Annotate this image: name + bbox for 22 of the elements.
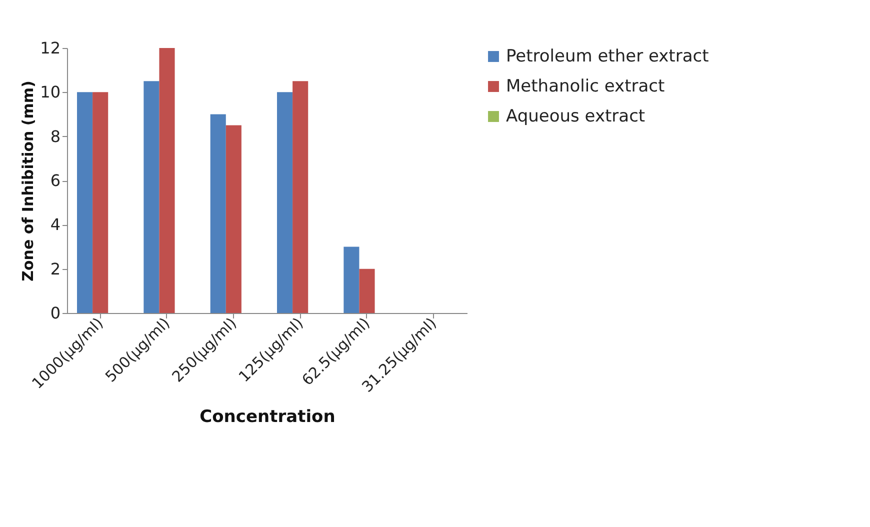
legend-label: Aqueous extract	[506, 106, 646, 126]
bar	[226, 125, 242, 313]
bar	[77, 92, 93, 313]
y-tick-label: 12	[40, 38, 60, 58]
bar	[292, 81, 308, 313]
y-tick-label: 0	[50, 304, 60, 322]
x-axis-title: Concentration	[200, 407, 336, 428]
bar	[144, 81, 160, 313]
y-tick-label: 4	[50, 215, 60, 234]
y-tick-label: 6	[50, 171, 60, 190]
bar	[210, 114, 226, 313]
bar	[159, 48, 175, 313]
bar	[92, 92, 108, 313]
legend-label: Methanolic extract	[506, 76, 665, 96]
y-tick-label: 10	[40, 82, 60, 102]
y-axis-title: Zone of Inhibition (mm)	[19, 80, 38, 282]
bar	[277, 92, 293, 313]
y-tick-label: 2	[50, 259, 60, 278]
bar	[359, 268, 375, 313]
bar	[344, 246, 360, 313]
legend-label: Petroleum ether extract	[506, 46, 710, 66]
y-tick-label: 8	[50, 126, 60, 146]
